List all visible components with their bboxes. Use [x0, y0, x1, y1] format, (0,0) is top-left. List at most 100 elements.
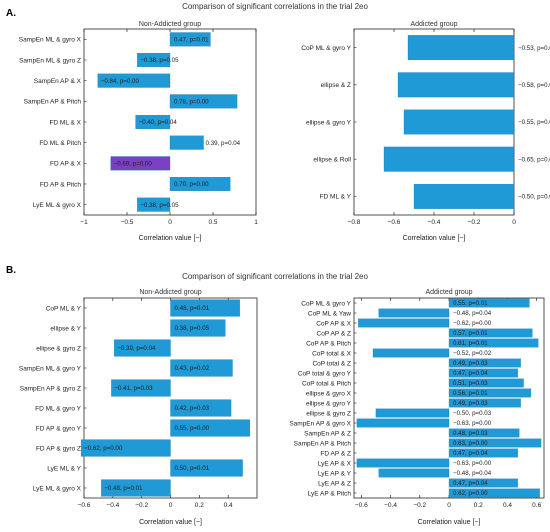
x-tick-label: 0.2	[195, 502, 204, 509]
category-label: ellipse & gyro Z	[306, 410, 351, 417]
value-label: −0.62, p=0.00	[453, 320, 492, 327]
category-label: SampEn AP & gyro X	[289, 420, 351, 427]
category-label: SampEn ML & gyro X	[19, 37, 82, 44]
x-tick-label: 0	[512, 219, 516, 226]
value-label: −0.53, p=0.02	[518, 45, 550, 52]
bar	[169, 135, 204, 150]
bar	[448, 328, 533, 338]
bar	[448, 398, 521, 408]
bar	[137, 53, 171, 67]
bar	[403, 109, 515, 135]
category-label: FD AP & X	[50, 161, 82, 168]
bar	[358, 318, 450, 328]
bar	[375, 408, 450, 418]
category-label: FD ML & gyro Y	[35, 405, 82, 412]
category-label: SampEn AP & Pitch	[294, 440, 352, 447]
value-label: 0.51, p=0.03	[453, 380, 488, 387]
category-label: ellipse & Z	[321, 82, 351, 89]
value-label: −0.48, p=0.01	[104, 485, 143, 492]
category-label: LyE AP & Y	[318, 470, 352, 477]
value-label: 0.48, p=0.03	[453, 430, 488, 437]
value-label: −0.69, p=0.00	[114, 161, 153, 168]
category-label: CoP AP & Z	[317, 330, 351, 337]
x-tick-label: −0.6	[388, 219, 401, 226]
bar	[448, 338, 539, 348]
section-b-title: Comparison of significant correlations i…	[182, 272, 368, 281]
bar	[135, 115, 171, 129]
x-tick-label: −0.4	[428, 219, 441, 226]
bar	[80, 439, 171, 457]
value-label: 0.39, p=0.04	[206, 140, 241, 147]
category-label: CoP AP & X	[316, 320, 351, 327]
value-label: 0.49, p=0.03	[453, 360, 488, 367]
x-tick-label: −0.5	[121, 219, 134, 226]
bar	[110, 156, 171, 171]
value-label: −0.38, p=0.05	[140, 202, 179, 209]
value-label: 0.56, p=0.01	[453, 390, 488, 397]
value-label: −0.48, p=0.04	[453, 310, 492, 317]
x-tick-label: 0.5	[208, 219, 217, 226]
x-tick-label: 1	[254, 219, 258, 226]
category-label: SampEn AP & X	[34, 78, 82, 85]
bar	[356, 458, 450, 468]
value-label: 0.70, p=0.00	[174, 181, 209, 188]
value-label: −0.84, p=0.00	[101, 78, 140, 85]
category-label: SampEn AP & Z	[304, 430, 351, 437]
category-label: CoP ML & Y	[46, 305, 82, 312]
value-label: −0.40, p=0.04	[139, 119, 178, 126]
x-tick-label: −0.8	[348, 219, 361, 226]
category-label: ellipse & gyro X	[306, 390, 352, 397]
x-tick-label: 0	[447, 502, 451, 509]
value-label: 0.50, p=0.01	[175, 465, 210, 472]
x-tick-label: 0.2	[474, 502, 483, 509]
category-label: LyE ML & gyro X	[33, 485, 82, 492]
bar	[170, 299, 240, 317]
bar	[378, 468, 450, 478]
bar	[169, 32, 211, 47]
value-label: −0.63, p=0.00	[453, 460, 492, 467]
category-label: CoP AP & Pitch	[306, 340, 351, 347]
x-tick-label: 0.4	[224, 502, 233, 509]
value-label: 0.38, p=0.05	[175, 325, 210, 332]
x-tick-label: 0.4	[503, 502, 512, 509]
value-label: 0.62, p=0.00	[453, 490, 488, 497]
bar	[101, 479, 171, 497]
category-label: CoP ML & gyro Y	[301, 300, 351, 307]
value-label: 0.47, p=0.04	[453, 450, 488, 457]
value-label: 0.63, p=0.00	[453, 440, 488, 447]
value-label: −0.52, p=0.02	[453, 350, 492, 357]
category-label: LyE ML & gyro X	[33, 202, 82, 209]
chart-title: Non-Addicted group	[139, 289, 201, 296]
category-label: FD AP & Z	[320, 450, 351, 457]
chart-title: Non-Addicted group	[139, 21, 201, 28]
chart-title: Addicted group	[425, 289, 472, 296]
section-a-letter: A.	[6, 8, 16, 19]
chart-title: Addicted group	[410, 21, 457, 28]
category-label: ellipse & Roll	[313, 157, 351, 164]
bar	[378, 308, 450, 318]
bar	[169, 94, 238, 109]
bar	[448, 488, 540, 498]
value-label: 0.61, p=0.01	[453, 340, 488, 347]
value-label: 0.78, p=0.00	[174, 99, 209, 106]
bar	[170, 359, 233, 377]
category-label: CoP total & X	[312, 350, 352, 357]
chart-a-non-addicted: Non-Addicted group −1 −0.5 0 0.5 1 Correlation…	[19, 21, 258, 242]
x-axis-label: Correlation value [−]	[139, 519, 202, 526]
value-label: −0.58, p=0.01	[518, 82, 550, 89]
category-label: SampEn AP & Pitch	[24, 99, 82, 106]
value-label: −0.63, p=0.00	[453, 420, 492, 427]
bar	[114, 339, 171, 357]
value-label: 0.47, p=0.01	[174, 37, 209, 44]
category-label: CoP ML & Yaw	[308, 310, 351, 317]
category-label: ellipse & gyro Z	[36, 345, 81, 352]
category-label: FD ML & X	[49, 119, 81, 126]
category-label: CoP total & gyro Y	[298, 370, 352, 377]
category-label: CoP ML & gyro Y	[301, 45, 351, 52]
bar	[170, 419, 250, 437]
value-label: 0.48, p=0.01	[175, 305, 210, 312]
category-label: CoP total & Z	[312, 360, 351, 367]
value-label: −0.41, p=0.03	[114, 385, 153, 392]
value-label: 0.47, p=0.04	[453, 480, 488, 487]
